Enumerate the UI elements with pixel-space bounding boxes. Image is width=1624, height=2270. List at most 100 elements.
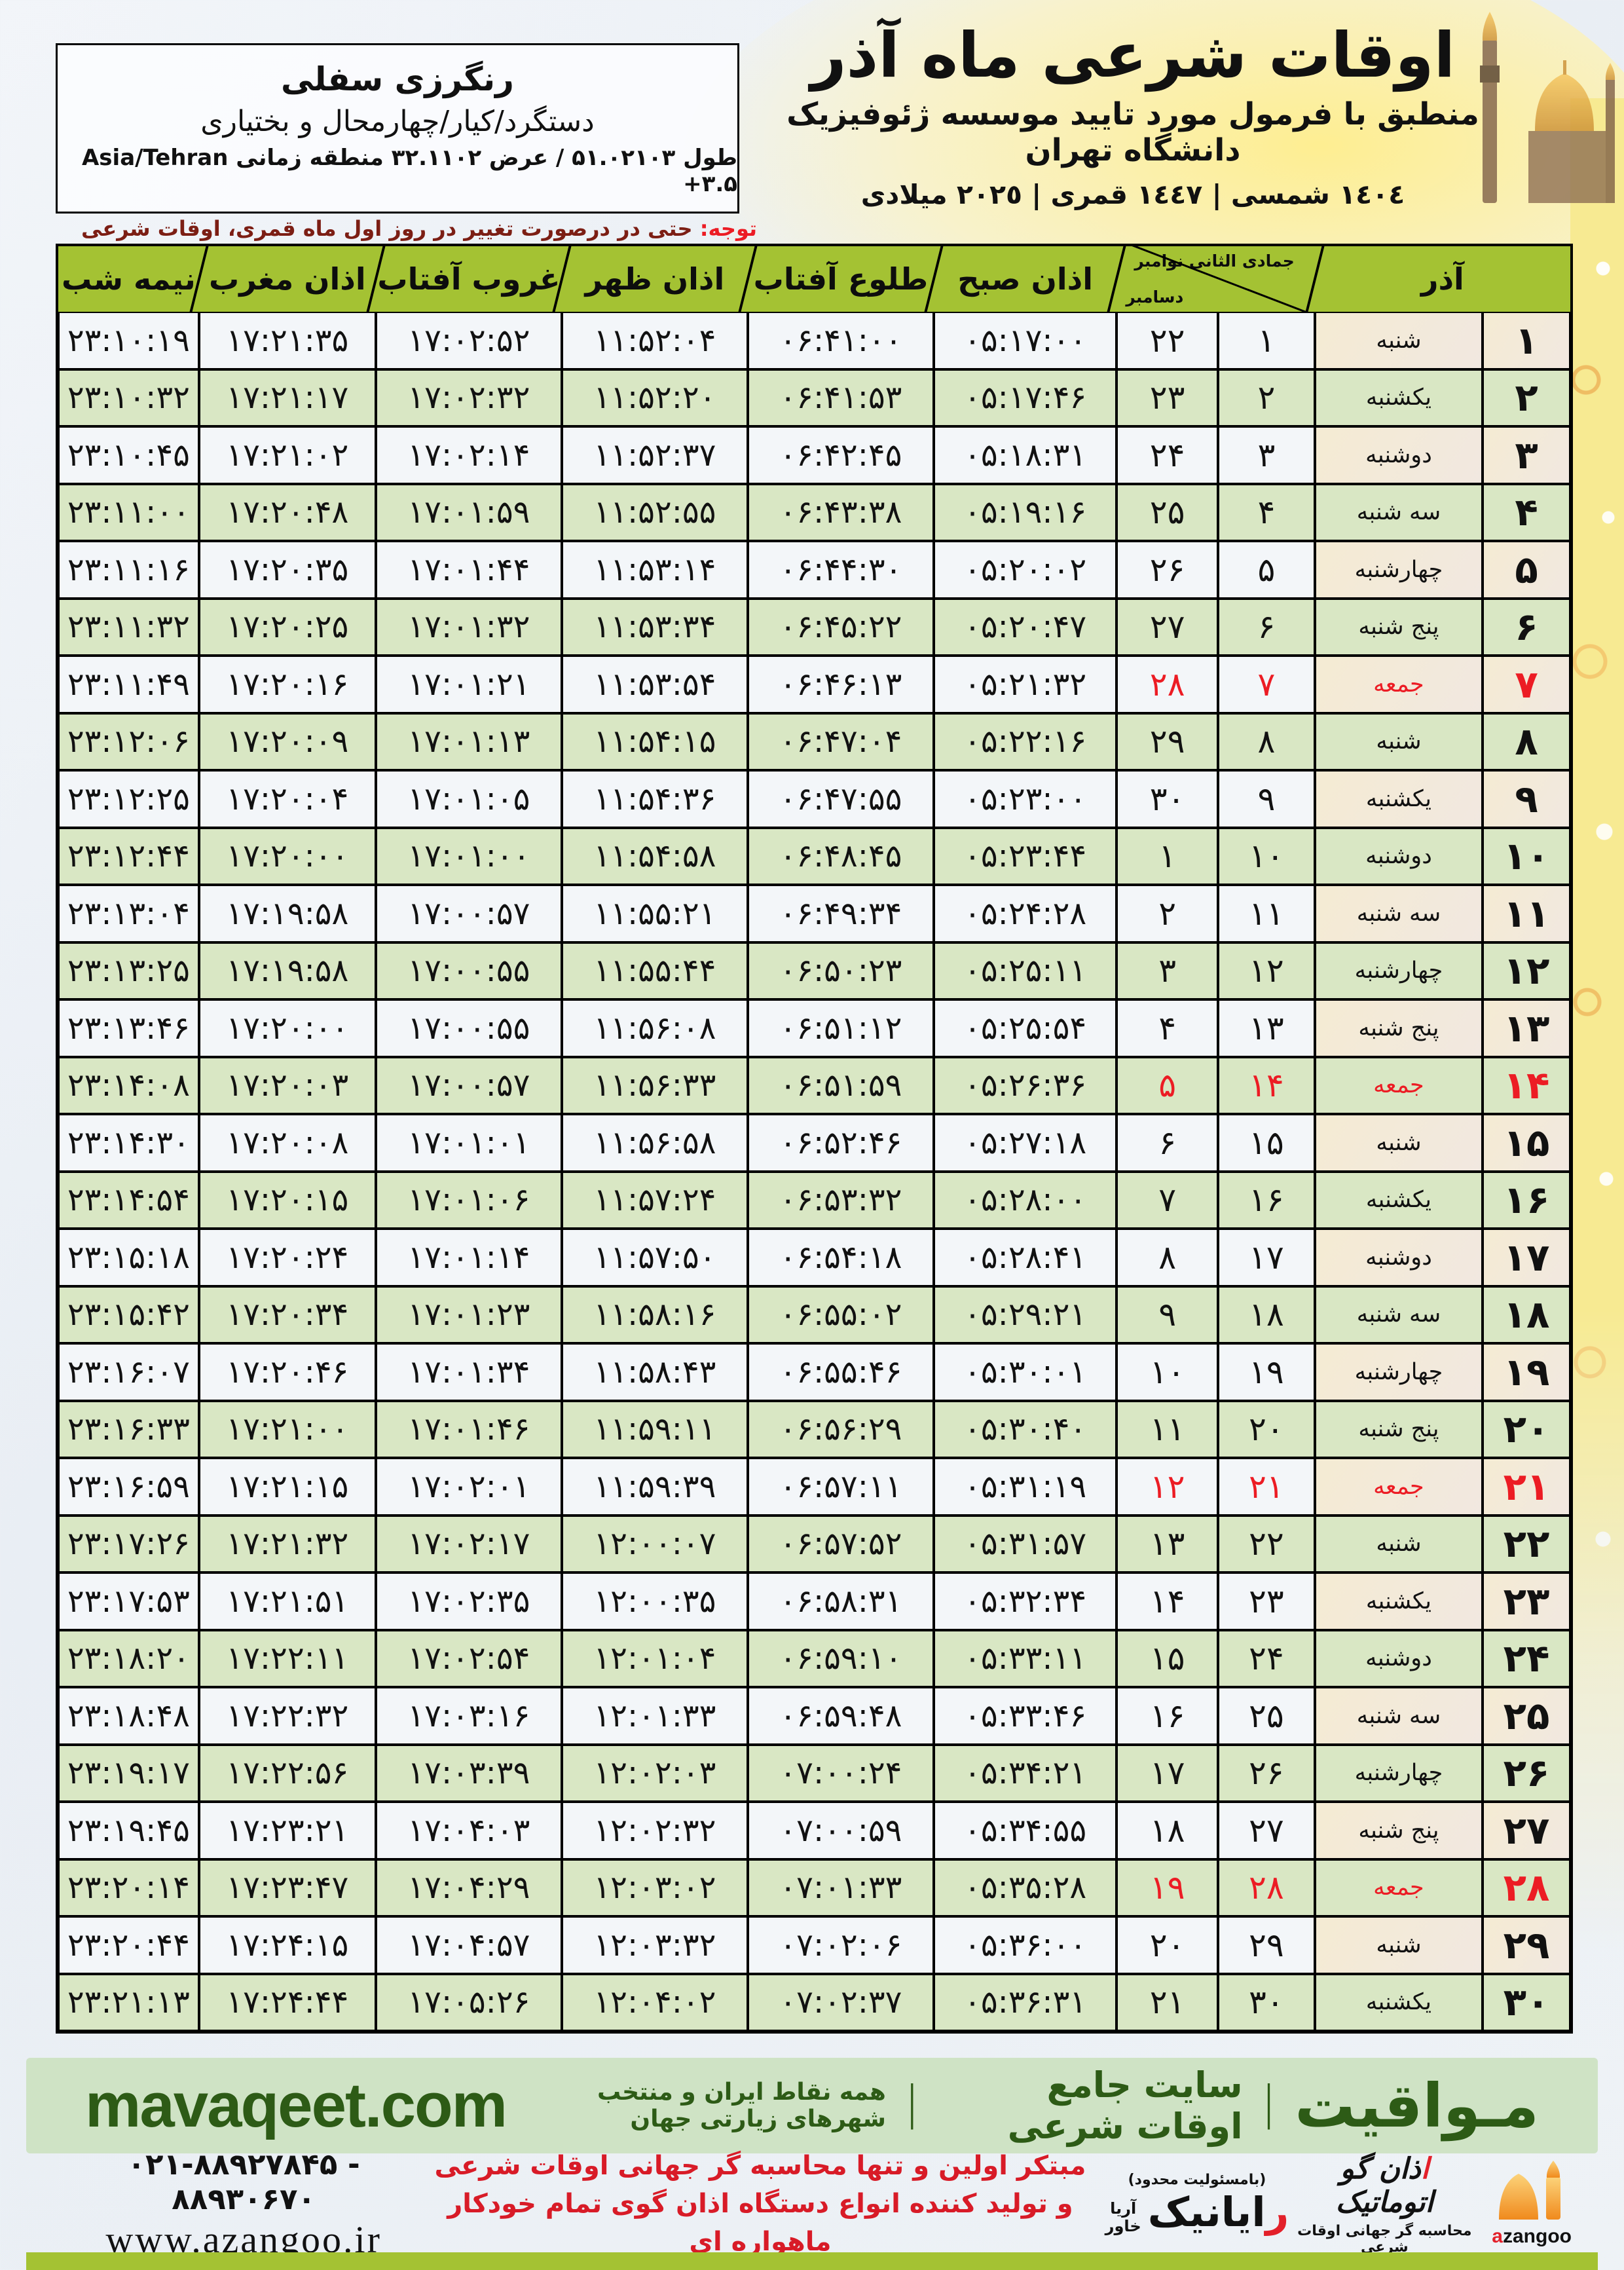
fajr-adhan-time: ۰۵:۲۷:۱۸	[933, 1114, 1117, 1172]
hijri-day-number: ۱۵	[1218, 1114, 1315, 1172]
sunset-time: ۱۷:۰۱:۲۱	[375, 656, 562, 713]
sunset-time: ۱۷:۰۱:۱۳	[375, 713, 562, 770]
azangoo-dome-icon	[1499, 2160, 1561, 2220]
table-row: ۸ شنبه ۸ ۲۹ ۰۵:۲۲:۱۶ ۰۶:۴۷:۰۴ ۱۱:۵۴:۱۵ ۱…	[58, 713, 1570, 770]
midnight-time: ۲۳:۱۳:۰۴	[58, 885, 199, 942]
midnight-time: ۲۳:۱۱:۱۶	[58, 541, 199, 599]
weekday-name: پنج شنبه	[1314, 1802, 1483, 1859]
sunset-time: ۱۷:۰۱:۰۱	[375, 1114, 562, 1172]
sunset-time: ۱۷:۰۳:۳۹	[375, 1744, 562, 1802]
maghrib-adhan-time: ۱۷:۲۰:۰۰	[198, 999, 376, 1057]
header-hijri-november: جمادی الثانی نوامبر	[1134, 251, 1295, 270]
midnight-time: ۲۳:۱۶:۰۷	[58, 1343, 199, 1401]
fajr-adhan-time: ۰۵:۳۲:۳۴	[933, 1572, 1117, 1630]
dhuhr-adhan-time: ۱۱:۵۹:۳۹	[561, 1458, 748, 1516]
midnight-time: ۲۳:۱۱:۳۲	[58, 598, 199, 656]
table-row: ۲۱ جمعه ۲۱ ۱۲ ۰۵:۳۱:۱۹ ۰۶:۵۷:۱۱ ۱۱:۵۹:۳۹…	[58, 1458, 1570, 1516]
fajr-adhan-time: ۰۵:۲۲:۱۶	[933, 713, 1117, 770]
hijri-day-number: ۲۱	[1218, 1458, 1315, 1516]
fajr-adhan-time: ۰۵:۲۳:۰۰	[933, 770, 1117, 828]
gregorian-day-number: ۲۸	[1116, 656, 1219, 713]
sunrise-time: ۰۶:۵۲:۴۶	[747, 1114, 934, 1172]
sunrise-time: ۰۶:۵۰:۲۳	[747, 942, 934, 999]
gregorian-day-number: ۱۳	[1116, 1515, 1219, 1572]
table-row: ۲۹ شنبه ۲۹ ۲۰ ۰۵:۳۶:۰۰ ۰۷:۰۲:۰۶ ۱۲:۰۳:۳۲…	[58, 1916, 1570, 1974]
header: اوقات شرعی ماه آذر منطبق با فرمول مورد ت…	[727, 17, 1539, 210]
midnight-time: ۲۳:۱۷:۵۳	[58, 1572, 199, 1630]
midnight-time: ۲۳:۱۰:۴۵	[58, 426, 199, 484]
fajr-adhan-time: ۰۵:۳۳:۴۶	[933, 1687, 1117, 1745]
sunset-time: ۱۷:۰۳:۱۶	[375, 1687, 562, 1745]
midnight-time: ۲۳:۱۸:۴۸	[58, 1687, 199, 1745]
rayanik-subname: آریا خاور	[1105, 2199, 1141, 2236]
sunrise-time: ۰۷:۰۲:۰۶	[747, 1916, 934, 1974]
gregorian-day-number: ۳۰	[1116, 770, 1219, 828]
sunrise-time: ۰۶:۵۷:۵۲	[747, 1515, 934, 1572]
maghrib-adhan-time: ۱۷:۲۰:۰۰	[198, 827, 376, 885]
azar-day-number: ۲۲	[1483, 1515, 1570, 1572]
weekday-name: شنبه	[1314, 1916, 1483, 1974]
azar-day-number: ۶	[1483, 598, 1570, 656]
hijri-day-number: ۲۷	[1218, 1802, 1315, 1859]
phone-numbers: ۰۲۱-۸۸۹۲۷۸۴۵ - ۸۸۹۳۰۶۷۰	[127, 2146, 360, 2216]
slogan-line-2: و تولید کننده انواع دستگاه اذان گوی تمام…	[447, 2189, 1073, 2257]
fajr-adhan-time: ۰۵:۱۸:۳۱	[933, 426, 1117, 484]
hijri-day-number: ۳	[1218, 426, 1315, 484]
sunrise-time: ۰۶:۴۵:۲۲	[747, 598, 934, 656]
sunset-time: ۱۷:۰۱:۰۶	[375, 1171, 562, 1229]
gregorian-day-number: ۲۴	[1116, 426, 1219, 484]
weekday-name: جمعه	[1314, 1458, 1483, 1516]
midnight-time: ۲۳:۱۵:۱۸	[58, 1229, 199, 1286]
hijri-day-number: ۲۵	[1218, 1687, 1315, 1745]
midnight-time: ۲۳:۱۸:۲۰	[58, 1629, 199, 1687]
dhuhr-adhan-time: ۱۱:۵۶:۵۸	[561, 1114, 748, 1172]
hijri-day-number: ۲۳	[1218, 1572, 1315, 1630]
azangoo-name-rest: ذان گو اتوماتیک	[1335, 2152, 1433, 2219]
fajr-adhan-time: ۰۵:۳۶:۰۰	[933, 1916, 1117, 1974]
sunrise-time: ۰۶:۴۴:۳۰	[747, 541, 934, 599]
azar-day-number: ۹	[1483, 770, 1570, 828]
separator-bar: |	[1261, 2076, 1277, 2130]
maghrib-adhan-time: ۱۷:۲۰:۰۹	[198, 713, 376, 770]
gregorian-day-number: ۲۹	[1116, 713, 1219, 770]
dhuhr-adhan-time: ۱۱:۵۳:۵۴	[561, 656, 748, 713]
azar-day-number: ۱۵	[1483, 1114, 1570, 1172]
azar-day-number: ۲	[1483, 369, 1570, 426]
fajr-adhan-time: ۰۵:۳۴:۲۱	[933, 1744, 1117, 1802]
fajr-adhan-time: ۰۵:۳۰:۴۰	[933, 1400, 1117, 1458]
location-box: رنگرزی سفلی دستگرد/کیار/چهارمحال و بختیا…	[56, 43, 739, 214]
weekday-name: چهارشنبه	[1314, 942, 1483, 999]
separator-bar: |	[904, 2076, 920, 2130]
bottom-contact-row: ۰۲۱-۸۸۹۲۷۸۴۵ - ۸۸۹۳۰۶۷۰ www.azangoo.ir م…	[46, 2147, 1598, 2261]
weekday-name: جمعه	[1314, 1056, 1483, 1114]
dhuhr-adhan-time: ۱۱:۵۵:۲۱	[561, 885, 748, 942]
hijri-day-number: ۱۳	[1218, 999, 1315, 1057]
fajr-adhan-time: ۰۵:۳۰:۰۱	[933, 1343, 1117, 1401]
fajr-adhan-time: ۰۵:۳۶:۳۱	[933, 1973, 1117, 2031]
maghrib-adhan-time: ۱۷:۲۴:۱۵	[198, 1916, 376, 1974]
dhuhr-adhan-time: ۱۲:۰۳:۰۲	[561, 1859, 748, 1916]
dhuhr-adhan-time: ۱۱:۵۸:۴۳	[561, 1343, 748, 1401]
sunset-time: ۱۷:۰۱:۴۶	[375, 1400, 562, 1458]
hijri-day-number: ۵	[1218, 541, 1315, 599]
maghrib-adhan-time: ۱۷:۲۰:۴۸	[198, 483, 376, 541]
mosque-illustration	[1480, 12, 1615, 203]
midnight-time: ۲۳:۱۴:۵۴	[58, 1171, 199, 1229]
hijri-day-number: ۲۲	[1218, 1515, 1315, 1572]
weekday-name: شنبه	[1314, 713, 1483, 770]
sunset-time: ۱۷:۰۱:۰۰	[375, 827, 562, 885]
table-row: ۳۰ یکشنبه ۳۰ ۲۱ ۰۵:۳۶:۳۱ ۰۷:۰۲:۳۷ ۱۲:۰۴:…	[58, 1973, 1570, 2031]
azangoo-latin-a: a	[1492, 2225, 1503, 2247]
fajr-adhan-time: ۰۵:۳۳:۱۱	[933, 1629, 1117, 1687]
maghrib-adhan-time: ۱۷:۲۱:۳۲	[198, 1515, 376, 1572]
notice-label: توجه:	[699, 216, 758, 241]
azar-day-number: ۲۳	[1483, 1572, 1570, 1630]
fajr-adhan-time: ۰۵:۱۹:۱۶	[933, 483, 1117, 541]
header-midnight: نیمه شب	[58, 246, 199, 312]
sunset-time: ۱۷:۰۰:۵۵	[375, 942, 562, 999]
dhuhr-adhan-time: ۱۱:۵۶:۰۸	[561, 999, 748, 1057]
azar-day-number: ۱۴	[1483, 1056, 1570, 1114]
maghrib-adhan-time: ۱۷:۲۳:۴۷	[198, 1859, 376, 1916]
location-name: رنگرزی سفلی	[281, 60, 514, 98]
azar-day-number: ۳	[1483, 426, 1570, 484]
